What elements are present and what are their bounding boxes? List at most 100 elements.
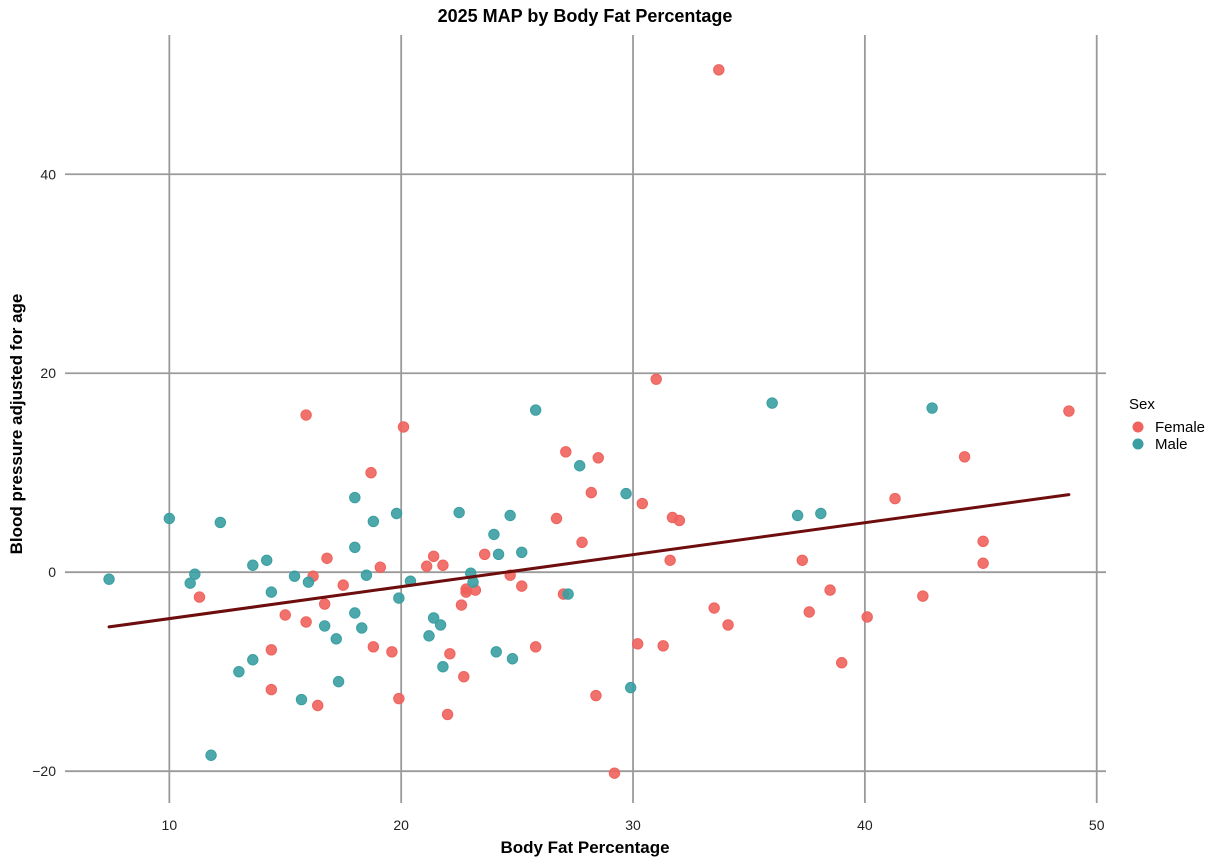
y-tick-label: 20 (40, 365, 56, 381)
data-point-female (889, 492, 901, 505)
data-point-female (835, 657, 848, 669)
data-point-female (1063, 405, 1075, 417)
data-point-male (318, 620, 331, 632)
data-point-female (824, 584, 836, 596)
data-point-female (636, 497, 649, 510)
data-point-female (318, 598, 331, 610)
data-point-male (791, 509, 804, 522)
data-point-layer (103, 64, 1075, 779)
data-point-male (103, 573, 115, 585)
data-point-male (437, 661, 449, 673)
data-point-male (247, 559, 259, 571)
data-point-female (444, 648, 456, 660)
data-point-male (490, 646, 502, 658)
data-point-male (620, 487, 632, 500)
data-point-male (926, 402, 938, 414)
data-point-male (214, 516, 227, 529)
data-point-female (796, 554, 808, 566)
data-point-male (356, 622, 368, 634)
data-point-female (265, 644, 278, 656)
x-axis-title: Body Fat Percentage (500, 838, 669, 857)
y-axis-title: Blood pressure adjusted for age (7, 294, 26, 555)
data-point-male (288, 570, 301, 582)
data-point-female (585, 486, 597, 499)
data-point-female (608, 767, 621, 779)
data-point-male (360, 569, 373, 581)
data-point-female (437, 559, 449, 571)
data-point-female (657, 640, 669, 652)
data-point-male (349, 607, 361, 619)
data-point-female (265, 683, 278, 696)
data-point-female (427, 550, 440, 562)
data-point-male (423, 630, 435, 642)
data-point-female (977, 535, 989, 548)
data-point-male (434, 619, 447, 631)
data-point-male (205, 749, 217, 761)
legend-swatch-male (1132, 438, 1144, 450)
tick-label-layer: 10 20 30 40 50 −20 0 20 40 (32, 166, 1104, 833)
data-point-female (650, 373, 662, 385)
data-point-male (574, 460, 586, 472)
data-point-female (455, 599, 468, 611)
data-point-female (516, 580, 528, 592)
x-tick-label: 30 (625, 817, 641, 833)
data-point-male (488, 528, 500, 541)
data-point-male (504, 509, 516, 522)
data-point-male (453, 506, 465, 519)
data-point-female (478, 548, 491, 560)
data-point-female (460, 586, 472, 598)
data-point-male (562, 588, 574, 600)
data-point-female (365, 467, 377, 479)
data-point-female (393, 692, 405, 705)
data-point-female (458, 670, 470, 683)
x-tick-label: 50 (1089, 817, 1105, 833)
data-point-female (300, 616, 312, 628)
data-point-female (386, 646, 398, 658)
data-point-female (300, 409, 312, 421)
data-point-female (803, 606, 815, 618)
data-point-female (664, 554, 676, 566)
data-point-female (722, 619, 734, 631)
data-point-male (367, 515, 380, 528)
data-point-female (367, 641, 380, 653)
data-point-female (958, 451, 971, 463)
data-point-male (302, 576, 315, 588)
data-point-male (233, 665, 245, 678)
legend: Sex Female Male (1129, 396, 1205, 453)
data-point-male (184, 577, 196, 589)
data-point-female (312, 699, 324, 712)
data-point-male (393, 592, 405, 604)
data-point-female (861, 611, 873, 623)
trend-line (107, 493, 1071, 629)
data-point-female (420, 560, 433, 572)
data-point-female (374, 561, 387, 573)
data-point-female (560, 446, 572, 458)
chart-title: 2025 MAP by Body Fat Percentage (438, 6, 733, 26)
data-point-male (625, 681, 637, 694)
x-tick-label: 40 (857, 817, 873, 833)
data-point-female (337, 579, 349, 591)
data-point-female (321, 552, 333, 564)
data-point-male (349, 541, 361, 554)
grid-layer (65, 35, 1106, 803)
data-point-female (713, 64, 725, 76)
legend-swatch-female (1132, 421, 1144, 433)
data-point-female (673, 514, 686, 527)
data-point-male (349, 491, 361, 504)
data-point-male (332, 675, 345, 688)
data-point-male (390, 507, 403, 520)
data-point-male (330, 633, 342, 645)
data-point-male (261, 554, 273, 566)
data-point-female (917, 590, 929, 602)
data-point-female (441, 708, 454, 721)
data-point-male (295, 693, 308, 706)
legend-title: Sex (1129, 396, 1155, 413)
data-point-male (492, 548, 505, 560)
y-tick-label: 40 (40, 166, 56, 182)
y-tick-label: −20 (32, 763, 56, 779)
data-point-male (163, 512, 176, 525)
legend-label-male: Male (1155, 436, 1188, 453)
data-point-female (708, 602, 720, 614)
data-point-female (193, 591, 206, 603)
data-point-female (397, 421, 410, 433)
